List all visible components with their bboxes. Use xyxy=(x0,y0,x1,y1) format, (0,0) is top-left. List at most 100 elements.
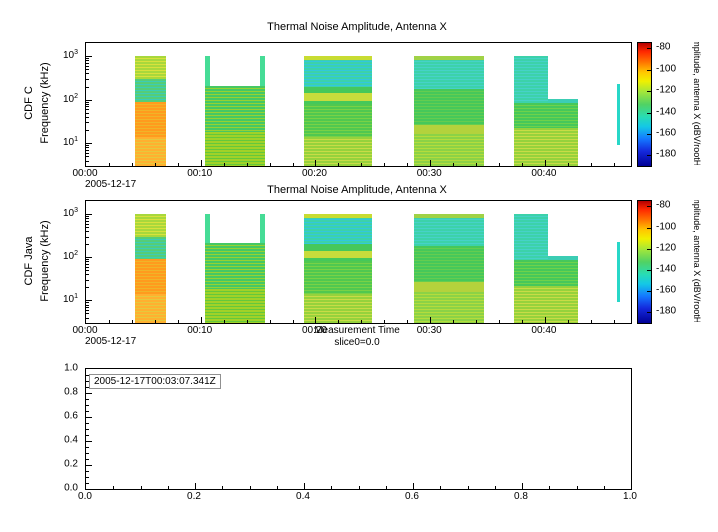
x-tick-mark xyxy=(338,320,340,323)
y-tick-mark xyxy=(86,261,89,263)
spectrogram-data-patch xyxy=(205,132,265,166)
x-tick-label: 0.4 xyxy=(296,491,310,502)
x-tick-mark xyxy=(292,163,294,166)
y-tick-mark xyxy=(86,405,89,406)
x-tick-mark xyxy=(246,163,248,166)
y-tick-mark xyxy=(86,417,92,418)
y-tick-mark xyxy=(86,149,89,151)
x-tick-mark xyxy=(167,486,169,489)
y-tick-mark xyxy=(86,435,89,436)
spectrogram-plot-cdf-java[interactable] xyxy=(85,200,632,324)
colorbar-tick-mark xyxy=(647,91,651,93)
spectrogram-data-patch xyxy=(205,243,265,290)
x-tick-label: 1.0 xyxy=(623,491,637,502)
x-axis-date-middle: 2005-12-17 xyxy=(85,336,137,347)
spectrogram-data-patch xyxy=(304,103,372,137)
y-tick-mark xyxy=(86,130,89,132)
panel-title-top: Thermal Noise Amplitude, Antenna X xyxy=(267,21,447,33)
y-tick-mark xyxy=(86,441,92,442)
x-tick-mark xyxy=(200,160,202,166)
y-tick-label: 0.0 xyxy=(64,482,78,494)
colorbar-tick-label: -100 xyxy=(656,221,677,233)
spectrogram-data-patch xyxy=(304,93,372,101)
x-tick-mark xyxy=(249,486,251,489)
x-tick-mark xyxy=(590,163,592,166)
y-tick-mark xyxy=(86,103,89,105)
colorbar-tick-mark xyxy=(647,133,651,135)
x-tick-label: 00:40 xyxy=(531,325,557,336)
spectrogram-data-patch xyxy=(414,134,485,166)
y-tick-mark xyxy=(86,160,89,162)
colorbar-tick-label: -80 xyxy=(656,41,671,53)
colorbar-middle[interactable] xyxy=(637,200,652,324)
y-tick-mark xyxy=(86,78,89,80)
x-axis-date-top: 2005-12-17 xyxy=(85,179,137,190)
x-tick-mark xyxy=(222,486,224,489)
spectrogram-data-patch xyxy=(135,236,167,260)
spectrogram-data-patch xyxy=(513,260,579,286)
y-tick-label: 102 xyxy=(62,92,78,105)
colorbar-top[interactable] xyxy=(637,42,652,167)
x-tick-mark xyxy=(522,163,523,166)
spectrogram-data-patch xyxy=(135,56,167,79)
y-tick-mark xyxy=(86,465,92,466)
x-tick-mark xyxy=(315,160,317,166)
x-axis-label-middle: Measurement Time xyxy=(314,325,400,336)
x-tick-mark xyxy=(476,163,478,166)
x-tick-mark xyxy=(549,486,551,489)
y-tick-labels-bottom: 0.0 0.2 0.4 0.6 0.8 1.0 xyxy=(48,363,81,494)
x-tick-mark xyxy=(140,486,142,489)
x-tick-label: 00:30 xyxy=(416,168,442,179)
x-tick-mark xyxy=(476,320,478,323)
y-tick-mark xyxy=(86,73,89,75)
x-tick-mark xyxy=(292,320,294,323)
spectrogram-data-patch xyxy=(414,56,485,61)
y-tick-label: 102 xyxy=(62,250,78,263)
spectrogram-plot-cdf-c[interactable] xyxy=(85,42,632,167)
colorbar-tick-label: -180 xyxy=(656,305,677,317)
y-tick-labels-top: 101 102 103 xyxy=(48,42,81,165)
colorbar-tick-label: -140 xyxy=(656,263,677,275)
spectrogram-data-patch xyxy=(414,214,485,219)
spectrogram-data-patch xyxy=(414,88,485,126)
y-axis-row-label-top: CDF C xyxy=(23,86,35,120)
y-tick-mark xyxy=(86,411,89,412)
y-tick-mark xyxy=(86,393,92,394)
y-tick-mark xyxy=(86,215,89,217)
colorbar-tick-labels-middle: -80 -100 -120 -140 -160 -180 xyxy=(653,200,685,322)
y-tick-mark xyxy=(86,317,89,319)
colorbar-tick-mark xyxy=(647,227,651,229)
x-tick-label: 0.8 xyxy=(514,491,528,502)
x-tick-mark xyxy=(108,163,110,166)
colorbar-tick-label: -180 xyxy=(656,148,677,160)
y-tick-label: 1.0 xyxy=(64,362,78,374)
x-tick-mark xyxy=(567,163,569,166)
y-tick-mark xyxy=(86,147,89,149)
y-tick-mark xyxy=(86,145,89,147)
x-tick-mark xyxy=(576,486,578,489)
y-tick-mark xyxy=(86,447,89,448)
x-tick-mark xyxy=(361,163,363,166)
y-tick-mark xyxy=(86,399,89,400)
y-tick-mark xyxy=(86,429,89,430)
y-tick-label: 103 xyxy=(62,48,78,62)
x-tick-mark xyxy=(195,483,196,489)
colorbar-axis-label-top: amplitude, antenna X (dBV/rootHz) xyxy=(687,42,713,165)
x-tick-mark xyxy=(384,163,386,166)
colorbar-tick-labels-top: -80 -100 -120 -140 -160 -180 xyxy=(653,42,685,165)
x-tick-mark xyxy=(467,486,469,489)
y-tick-mark xyxy=(86,302,89,304)
x-tick-mark xyxy=(430,160,432,166)
y-tick-mark xyxy=(86,244,89,246)
y-tick-mark xyxy=(86,117,89,118)
x-tick-labels-middle: 00:00 00:10 00:20 00:30 00:40 xyxy=(72,325,630,337)
x-tick-mark xyxy=(413,483,414,489)
y-tick-mark xyxy=(86,423,89,424)
spectrogram-data-patch xyxy=(304,261,372,295)
y-tick-mark xyxy=(86,58,89,60)
spectrogram-data-patch xyxy=(617,83,621,146)
y-tick-mark xyxy=(86,304,89,306)
annotation-timestamp[interactable]: 2005-12-17T00:03:07.341Z xyxy=(89,374,221,389)
y-tick-mark xyxy=(86,62,89,64)
